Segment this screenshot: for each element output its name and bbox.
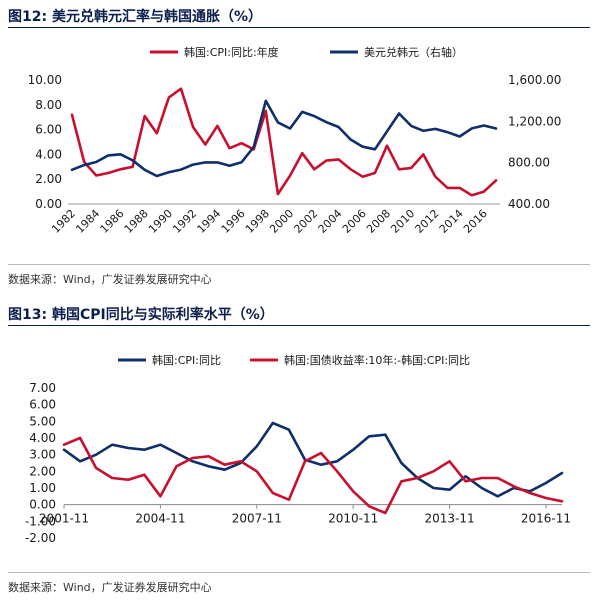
legend-label-2: 美元兑韩元（右轴） xyxy=(364,45,463,59)
x-axis-tick-label: 2007-11 xyxy=(232,512,282,526)
figure12-source-rule xyxy=(8,264,590,265)
left-axis-tick-label: 0.00 xyxy=(35,197,62,211)
right-axis-tick-label: 1,600.00 xyxy=(508,73,561,87)
figure12-title-rule xyxy=(8,27,590,28)
right-axis-tick-label: 400.00 xyxy=(508,197,550,211)
left-axis-tick-label: 10.00 xyxy=(28,73,62,87)
figure13-source: 数据来源：Wind，广发证券发展研究中心 xyxy=(8,581,212,594)
figure13-title: 图13: 韩国CPI同比与实际利率水平（%） xyxy=(8,304,274,324)
y-axis-tick-label: 4.00 xyxy=(29,431,56,445)
figure12-title: 图12: 美元兑韩元汇率与韩国通胀（%） xyxy=(8,6,262,26)
x-axis-tick-label: 1994 xyxy=(195,207,224,236)
y-axis-tick-label: 7.00 xyxy=(29,381,56,395)
legend-label-2: 韩国:国债收益率:10年:-韩国:CPI:同比 xyxy=(284,353,470,367)
figure13-number: 图13: xyxy=(8,307,48,323)
series-line-1 xyxy=(62,421,564,498)
x-axis-tick-label: 1982 xyxy=(49,207,78,236)
figure12-chart: 0.00 2.00 4.00 6.00 8.00 10.00 400.00 800.00 1,2… xyxy=(28,45,562,236)
figure13-title-rule xyxy=(8,325,590,326)
x-axis-tick-label: 1998 xyxy=(243,207,272,236)
x-axis-tick-label: 2004-11 xyxy=(135,512,185,526)
figure12-number: 图12: xyxy=(8,9,48,25)
x-axis-tick-label: 2002 xyxy=(291,207,320,236)
x-axis-tick-label: 1990 xyxy=(146,207,175,236)
x-axis-tick-label: 2014 xyxy=(437,207,466,236)
right-axis-tick-label: 1,200.00 xyxy=(508,114,561,128)
y-axis-tick-label: 0.00 xyxy=(29,498,56,512)
x-axis-tick-label: 2012 xyxy=(413,207,442,236)
x-axis-tick-label: 2016 xyxy=(461,207,490,236)
x-axis-tick-label: 1988 xyxy=(122,207,151,236)
series-line-2 xyxy=(70,99,498,178)
y-axis-tick-label: -2.00 xyxy=(25,531,56,545)
y-axis-tick-label: 2.00 xyxy=(29,464,56,478)
figure13-chart: -2.00 -1.00 0.00 1.00 2.00 3.00 4.00 5.00 6.00 7.… xyxy=(25,353,571,545)
x-axis-tick-label: 2000 xyxy=(267,207,296,236)
series-line-2 xyxy=(62,436,564,515)
left-axis-tick-label: 4.00 xyxy=(35,147,62,161)
x-axis-tick-label: 2010 xyxy=(388,207,417,236)
x-axis-tick-label: 1986 xyxy=(98,207,127,236)
legend-label-1: 韩国:CPI:同比 xyxy=(152,353,221,367)
y-axis-tick-label: 5.00 xyxy=(29,414,56,428)
x-axis-tick-label: 2006 xyxy=(340,207,369,236)
figure13-source-rule xyxy=(8,572,590,573)
series-line-1 xyxy=(70,87,498,197)
figure12-source: 数据来源：Wind，广发证券发展研究中心 xyxy=(8,273,212,286)
y-axis-tick-label: -1.00 xyxy=(25,514,56,528)
x-axis-tick-label: 2001-11 xyxy=(39,512,89,526)
y-axis-tick-label: 3.00 xyxy=(29,448,56,462)
x-axis-tick-label: 2008 xyxy=(364,207,393,236)
x-axis-tick-label: 1996 xyxy=(219,207,248,236)
left-axis-tick-label: 2.00 xyxy=(35,172,62,186)
x-axis-tick-label: 2010-11 xyxy=(328,512,378,526)
x-axis-tick-label: 1984 xyxy=(73,207,102,236)
x-axis-tick-label: 2016-11 xyxy=(521,512,571,526)
x-axis-tick-label: 2013-11 xyxy=(424,512,474,526)
left-axis-tick-label: 8.00 xyxy=(35,98,62,112)
x-axis-tick-label: 1992 xyxy=(170,207,199,236)
y-axis-tick-label: 6.00 xyxy=(29,398,56,412)
left-axis-tick-label: 6.00 xyxy=(35,123,62,137)
right-axis-tick-label: 800.00 xyxy=(508,156,550,170)
legend-label-1: 韩国:CPI:同比:年度 xyxy=(184,45,279,59)
x-axis-tick-label: 2004 xyxy=(316,207,345,236)
figure13-title-text: 韩国CPI同比与实际利率水平（%） xyxy=(51,307,274,323)
figure12-title-text: 美元兑韩元汇率与韩国通胀（%） xyxy=(51,9,262,25)
y-axis-tick-label: 1.00 xyxy=(29,481,56,495)
